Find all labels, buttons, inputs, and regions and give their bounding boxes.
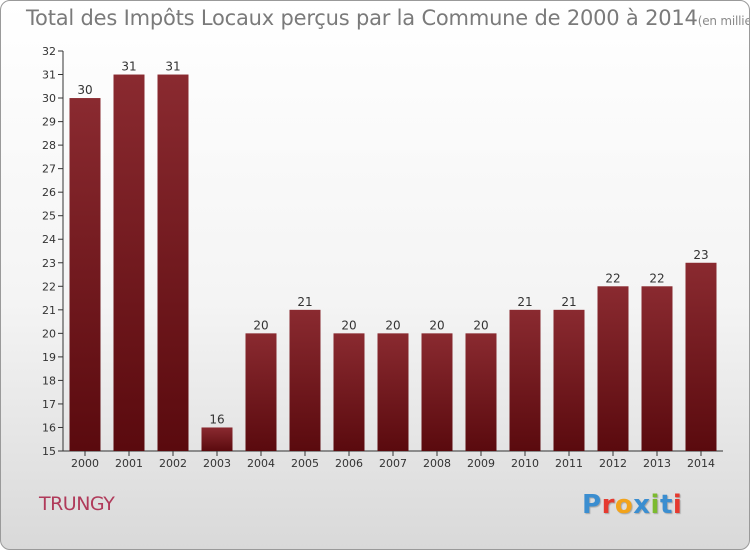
y-tick-label: 17 xyxy=(42,398,56,411)
bar xyxy=(69,98,101,451)
y-tick-label: 32 xyxy=(42,45,56,58)
x-tick-label: 2013 xyxy=(643,457,671,470)
y-tick-label: 21 xyxy=(42,304,56,317)
x-tick-label: 2011 xyxy=(555,457,583,470)
logo-letter: i xyxy=(650,490,660,520)
bar xyxy=(289,309,321,451)
y-tick-label: 27 xyxy=(42,163,56,176)
bar-value-label: 23 xyxy=(693,248,708,262)
bar xyxy=(685,262,717,451)
bar xyxy=(333,333,365,451)
logo-letter: r xyxy=(601,490,615,520)
bar-value-label: 31 xyxy=(121,60,136,74)
proxiti-logo[interactable]: Proxiti xyxy=(582,490,682,520)
bar-value-label: 20 xyxy=(473,318,488,332)
logo-letter: i xyxy=(672,490,683,520)
bar-value-label: 21 xyxy=(297,295,312,309)
x-tick-label: 2002 xyxy=(159,457,187,470)
bar-value-label: 16 xyxy=(209,412,224,426)
x-tick-label: 2012 xyxy=(599,457,627,470)
logo-letter: o xyxy=(614,490,634,520)
bar-value-label: 21 xyxy=(561,295,576,309)
chart-title: Total des Impôts Locaux perçus par la Co… xyxy=(26,6,749,30)
bar xyxy=(377,333,409,451)
bar-value-label: 20 xyxy=(385,318,400,332)
x-tick-label: 2000 xyxy=(71,457,99,470)
bar-value-label: 20 xyxy=(253,318,268,332)
y-tick-label: 16 xyxy=(42,421,56,434)
y-tick-label: 18 xyxy=(42,374,56,387)
bar-value-label: 21 xyxy=(517,295,532,309)
logo-letter: P xyxy=(582,490,602,520)
bar xyxy=(113,74,145,451)
bar xyxy=(201,427,233,451)
commune-name: TRUNGY xyxy=(39,493,115,515)
bar-value-label: 20 xyxy=(341,318,356,332)
y-tick-label: 24 xyxy=(42,233,56,246)
bar xyxy=(465,333,497,451)
x-tick-label: 2004 xyxy=(247,457,275,470)
x-tick-label: 2005 xyxy=(291,457,319,470)
x-tick-label: 2006 xyxy=(335,457,363,470)
y-tick-label: 25 xyxy=(42,210,56,223)
bar xyxy=(421,333,453,451)
y-tick-label: 15 xyxy=(42,445,56,458)
y-tick-label: 28 xyxy=(42,139,56,152)
bar xyxy=(157,74,189,451)
chart-title-unit: (en milliers d'€) xyxy=(697,14,749,28)
bar-value-label: 20 xyxy=(429,318,444,332)
x-tick-label: 2009 xyxy=(467,457,495,470)
bar-value-label: 30 xyxy=(77,83,92,97)
bar xyxy=(245,333,277,451)
bar-value-label: 22 xyxy=(649,271,664,285)
y-tick-label: 29 xyxy=(42,116,56,129)
x-tick-label: 2010 xyxy=(511,457,539,470)
y-tick-label: 22 xyxy=(42,280,56,293)
bar xyxy=(553,309,585,451)
bar xyxy=(641,286,673,451)
y-tick-label: 26 xyxy=(42,186,56,199)
x-tick-label: 2001 xyxy=(115,457,143,470)
logo-letter: t xyxy=(659,490,673,520)
logo-letter: x xyxy=(633,490,651,520)
bar xyxy=(509,309,541,451)
bar-value-label: 31 xyxy=(165,60,180,74)
y-tick-label: 19 xyxy=(42,351,56,364)
y-tick-label: 30 xyxy=(42,92,56,105)
x-tick-label: 2014 xyxy=(687,457,715,470)
x-tick-label: 2007 xyxy=(379,457,407,470)
x-tick-label: 2003 xyxy=(203,457,231,470)
y-tick-label: 23 xyxy=(42,257,56,270)
chart-title-text: Total des Impôts Locaux perçus par la Co… xyxy=(26,6,698,30)
y-tick-label: 31 xyxy=(42,69,56,82)
bar-value-label: 22 xyxy=(605,271,620,285)
y-tick-label: 20 xyxy=(42,327,56,340)
bar xyxy=(597,286,629,451)
x-tick-label: 2008 xyxy=(423,457,451,470)
